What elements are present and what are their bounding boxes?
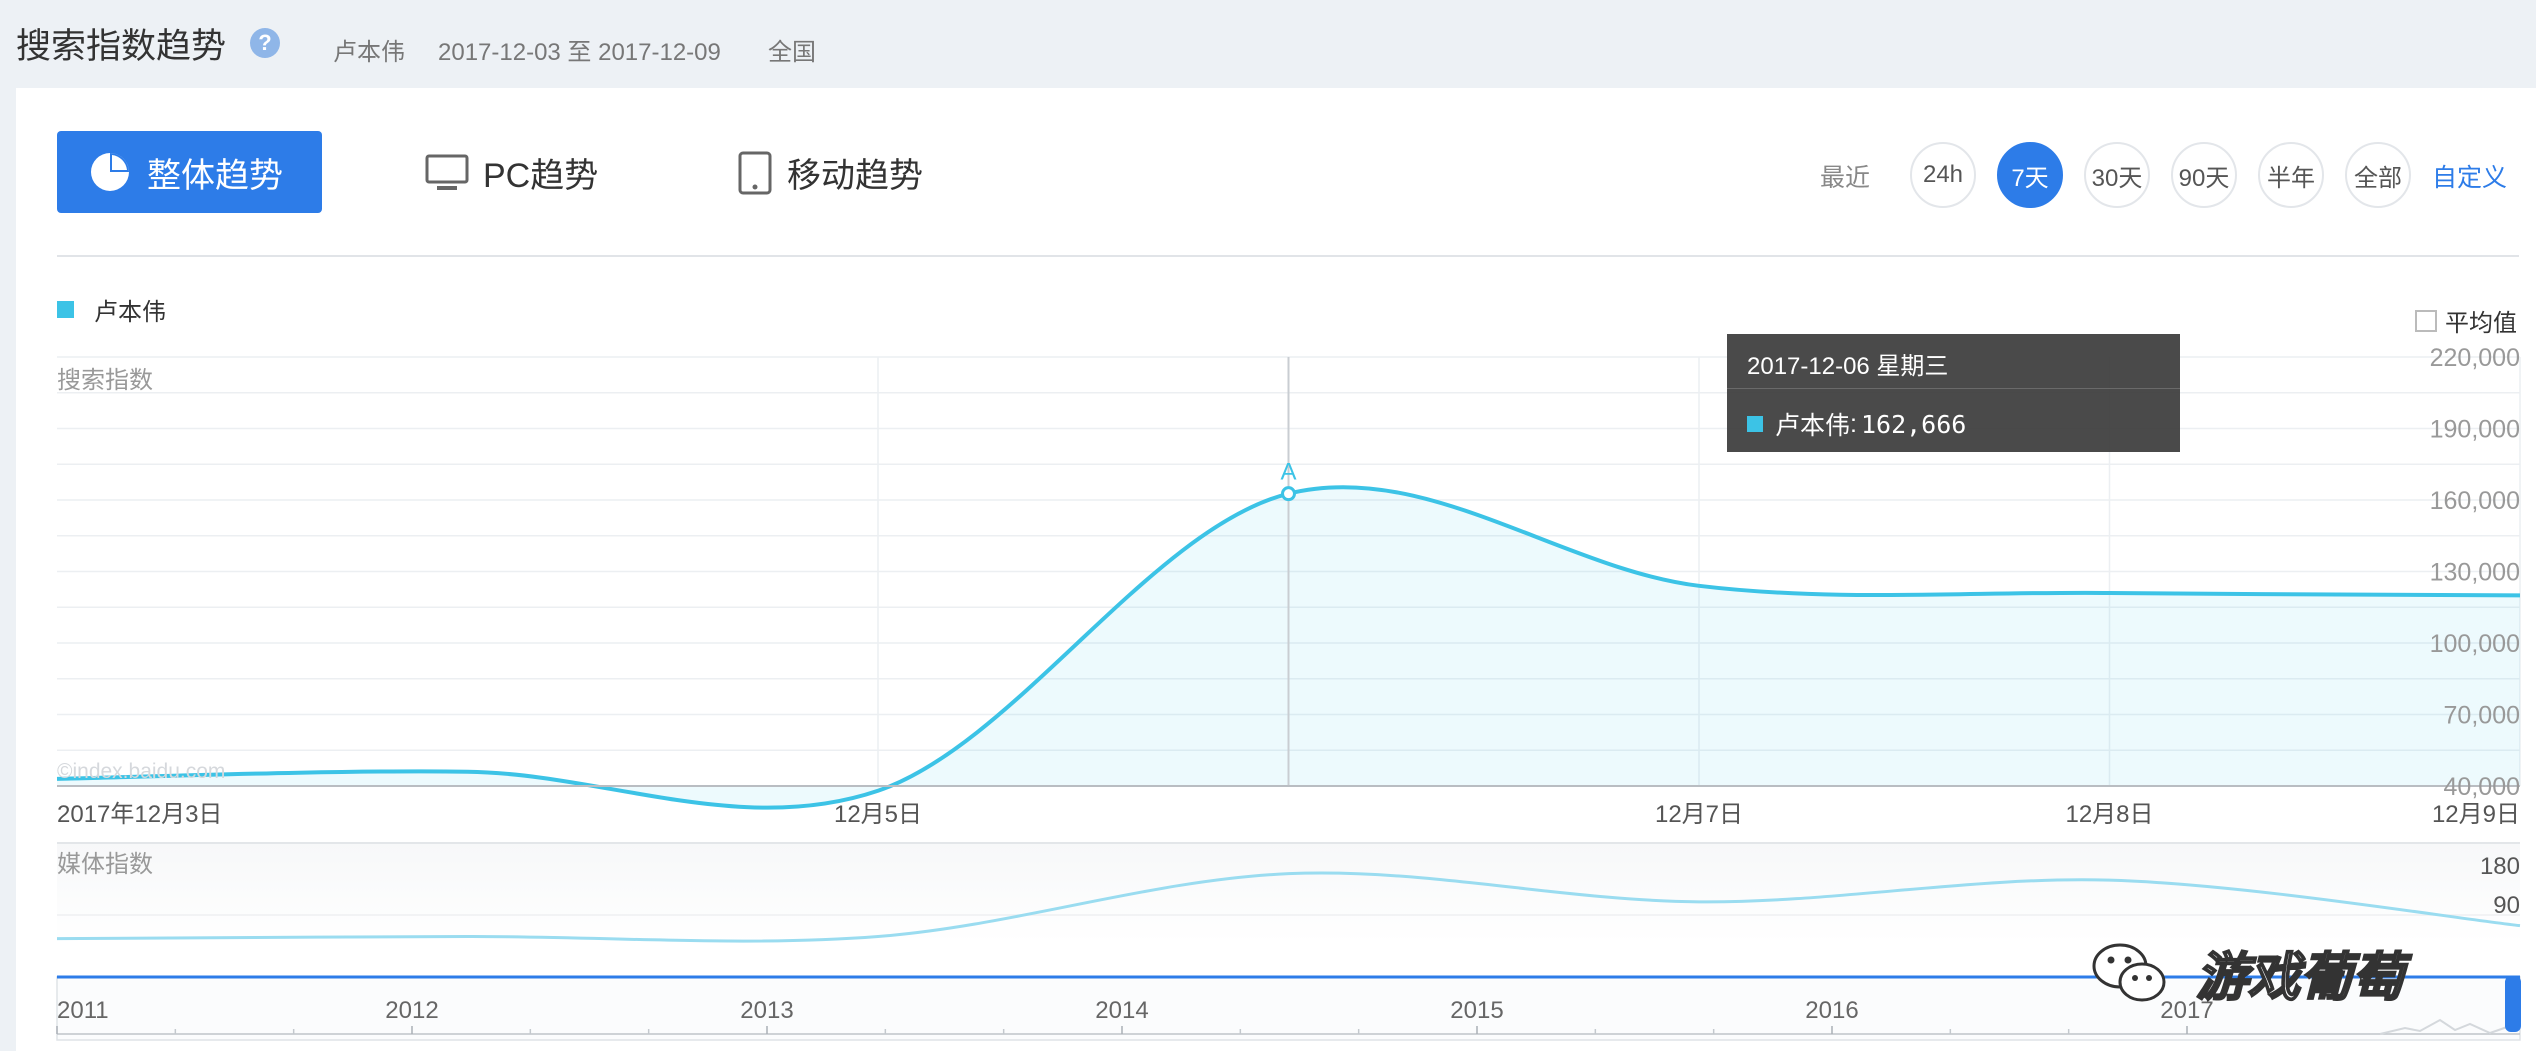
series-legend[interactable]: 卢本伟 [57,292,166,327]
media-series-line [56,871,2521,943]
timeline-year-label: 2017 [2160,997,2213,1024]
y-tick-label: 220,000 [2430,344,2520,372]
tab-pc-label: PC趋势 [483,157,599,195]
tab-mobile-label: 移动趋势 [787,157,923,195]
y-tick-label: 70,000 [2444,702,2520,730]
average-label: 平均值 [2445,310,2517,337]
tooltip-date: 2017-12-06 星期三 [1747,353,1949,380]
pie-icon [91,153,129,191]
annotation-label: A [1280,459,1296,486]
x-tick-label: 12月9日 [2432,801,2520,828]
x-tick-label: 2017年12月3日 [57,801,222,828]
media-plot-area [57,843,2520,943]
page-title: 搜索指数趋势 [16,27,227,66]
y-axis-title: 搜索指数 [57,367,153,394]
data-point-marker [1281,486,1296,502]
date-range-label: 2017-12-03 至 2017-12-09 [438,39,721,66]
timeline-year-label: 2016 [1805,997,1858,1024]
timeline-history-sparkline [2379,1018,2511,1035]
custom-range-link[interactable]: 自定义 [2432,164,2508,192]
timeline-year-label: 2015 [1450,997,1503,1024]
question-icon[interactable]: ? [250,28,280,58]
y-tick-label: 160,000 [2430,487,2520,515]
tablet-icon [738,151,772,194]
overlay-watermark: 游戏葡萄 [2195,948,2405,1008]
legend-label: 卢本伟 [94,299,166,326]
wechat-icon [2092,943,2166,1002]
range-90d-button[interactable]: 90天 [2171,142,2237,208]
tooltip-value: 162,666 [1860,409,1967,439]
media-axis-title: 媒体指数 [57,851,153,878]
range-30d-button[interactable]: 30天 [2084,142,2150,208]
media-y-tick-label: 90 [2493,892,2520,919]
region-label: 全国 [768,39,816,66]
tooltip-series: 卢本伟 [1775,412,1851,440]
range-24h-button[interactable]: 24h [1910,142,1976,208]
x-tick-label: 12月5日 [834,801,922,828]
toolbar-divider [57,255,2519,257]
monitor-icon [425,154,469,190]
tooltip-swatch [1747,416,1763,432]
timeline-range-handle[interactable] [2505,976,2521,1032]
timeline-year-label: 2012 [385,997,438,1024]
tooltip-colon: : [1850,409,1857,438]
tooltip-divider [1727,388,2180,389]
timeline-year-label: 2014 [1095,997,1148,1024]
x-tick-label: 12月8日 [2065,801,2153,828]
tab-pc-trend[interactable]: PC趋势 [425,148,598,197]
tooltip-row: 卢本伟 : 162,666 [1747,406,1966,442]
site-watermark: ©index.baidu.com [57,760,225,783]
y-tick-label: 190,000 [2430,416,2520,444]
data-tooltip: 2017-12-06 星期三 卢本伟 : 162,666 [1727,334,2180,452]
range-7d-button[interactable]: 7天 [1997,142,2063,208]
tab-overall-trend[interactable]: 整体趋势 [57,131,322,213]
average-checkbox[interactable] [2415,309,2437,332]
media-y-tick-label: 180 [2480,853,2520,880]
legend-swatch [57,301,74,318]
range-label: 最近 [1820,164,1871,192]
range-halfyear-button[interactable]: 半年 [2258,142,2324,208]
timeline-year-label: 2013 [740,997,793,1024]
keyword-label: 卢本伟 [333,39,405,66]
tab-overall-label: 整体趋势 [147,156,283,195]
average-toggle[interactable]: 平均值 [2415,303,2517,338]
timeline-year-label: 2011 [57,997,109,1024]
tab-mobile-trend[interactable]: 移动趋势 [737,148,923,197]
x-tick-label: 12月7日 [1655,801,1743,828]
page-header: 搜索指数趋势 ? 卢本伟 2017-12-03 至 2017-12-09 全国 [0,0,2536,88]
y-tick-label: 40,000 [2444,773,2520,801]
timeline-navigator [56,976,2521,1041]
range-all-button[interactable]: 全部 [2345,142,2411,208]
y-tick-label: 130,000 [2430,559,2520,587]
y-tick-label: 100,000 [2430,630,2520,658]
